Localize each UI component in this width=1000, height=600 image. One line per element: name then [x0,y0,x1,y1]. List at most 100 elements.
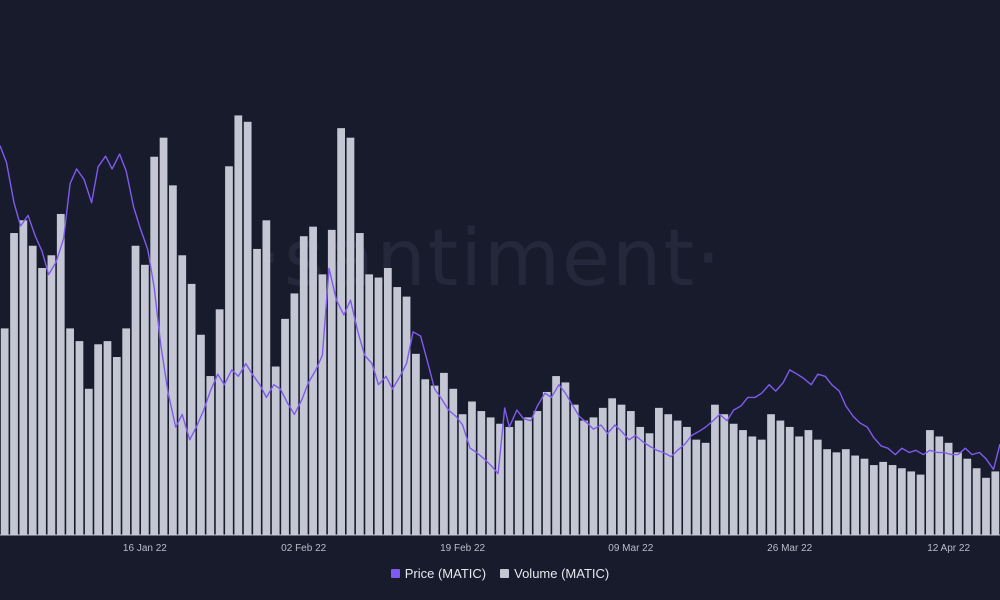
volume-bars [0,115,1000,536]
volume-bar [169,185,177,536]
volume-bar [449,388,458,535]
volume-bar [524,417,532,535]
volume-bar [47,255,56,536]
volume-bar [421,379,430,535]
volume-bar [542,391,551,535]
price-volume-chart: ·santiment· 16 Jan 22 02 Feb 22 19 Feb 22 0… [0,115,1000,554]
x-tick-label: 09 Mar 22 [608,543,653,554]
volume-bar [841,449,850,535]
price-swatch [390,569,400,578]
volume-bar [262,220,271,535]
volume-bar [271,366,280,535]
volume-bar [720,414,729,535]
volume-bar [898,468,906,535]
volume-bar [318,274,327,535]
volume-bar [860,458,869,535]
volume-bar [402,296,411,535]
volume-bar [748,436,757,535]
volume-bar [598,407,607,535]
volume-bar [954,452,962,535]
volume-bar [804,430,813,535]
volume-swatch [500,569,510,578]
volume-bar [486,417,495,535]
volume-bar [636,426,645,535]
volume-bar [122,328,131,535]
volume-bar [206,376,215,535]
chart-legend: Price (MATIC) Volume (MATIC) [0,566,1000,581]
volume-bar [0,328,9,535]
volume-bar [393,287,402,535]
volume-bar [346,137,355,535]
volume-bar [683,426,691,535]
volume-bar [963,458,972,535]
volume-bar [692,439,701,535]
volume-bar [776,420,785,535]
volume-bar [972,468,981,535]
volume-bar [645,433,654,535]
volume-bar [907,471,916,535]
volume-bar [243,121,252,535]
volume-bar [383,268,392,535]
volume-bar [150,156,159,535]
volume-bar [178,255,187,536]
volume-bar [570,404,579,535]
volume-bar [851,455,860,535]
volume-bar [197,334,205,535]
volume-bar [365,274,374,535]
volume-bar [832,452,841,535]
volume-bar [673,420,682,535]
volume-bar [514,420,523,535]
volume-bar [729,423,738,535]
volume-bar [935,436,944,535]
legend-item-volume[interactable]: Volume (MATIC) [500,566,609,581]
volume-bar [440,372,448,535]
volume-bar [767,414,775,535]
volume-bar [355,233,364,536]
volume-bar [234,115,243,536]
volume-bar [991,471,1000,535]
volume-bar [140,264,149,535]
volume-bar [916,474,925,535]
volume-bar [701,442,710,535]
volume-bar [309,226,317,535]
legend-label-volume: Volume (MATIC) [514,566,610,581]
volume-bar [552,376,560,535]
x-tick-label: 12 Apr 22 [927,543,970,554]
volume-bar [112,357,121,535]
volume-bar [926,430,934,535]
volume-bar [66,328,74,535]
x-tick-label: 16 Jan 22 [123,543,167,554]
volume-bar [281,318,289,535]
volume-bar [215,309,224,535]
volume-bar [75,341,84,535]
volume-bar [813,439,822,535]
volume-bar [869,465,878,535]
volume-bar [589,417,598,535]
volume-bar [477,411,486,535]
legend-label-price: Price (MATIC) [404,566,487,581]
volume-bar [982,477,990,535]
volume-bar [103,341,112,535]
volume-bar [28,245,37,535]
volume-bar [94,344,103,535]
legend-item-price[interactable]: Price (MATIC) [390,566,487,581]
volume-bar [327,229,336,536]
volume-bar [253,248,261,535]
volume-bar [505,426,514,535]
volume-bar [626,411,635,535]
volume-bar [10,233,18,536]
volume-bar [795,436,803,535]
volume-bar [56,213,65,535]
volume-bar [561,382,570,535]
volume-bar [131,245,140,535]
x-tick-label: 26 Mar 22 [767,543,812,554]
volume-bar [159,137,168,535]
x-axis-ticks: 16 Jan 22 02 Feb 22 19 Feb 22 09 Mar 22 26 M… [123,543,971,554]
volume-bar [19,220,28,535]
volume-bar [888,465,897,535]
volume-bar [785,426,794,535]
volume-bar [374,277,383,535]
x-tick-label: 19 Feb 22 [440,543,485,554]
volume-bar [225,166,233,536]
